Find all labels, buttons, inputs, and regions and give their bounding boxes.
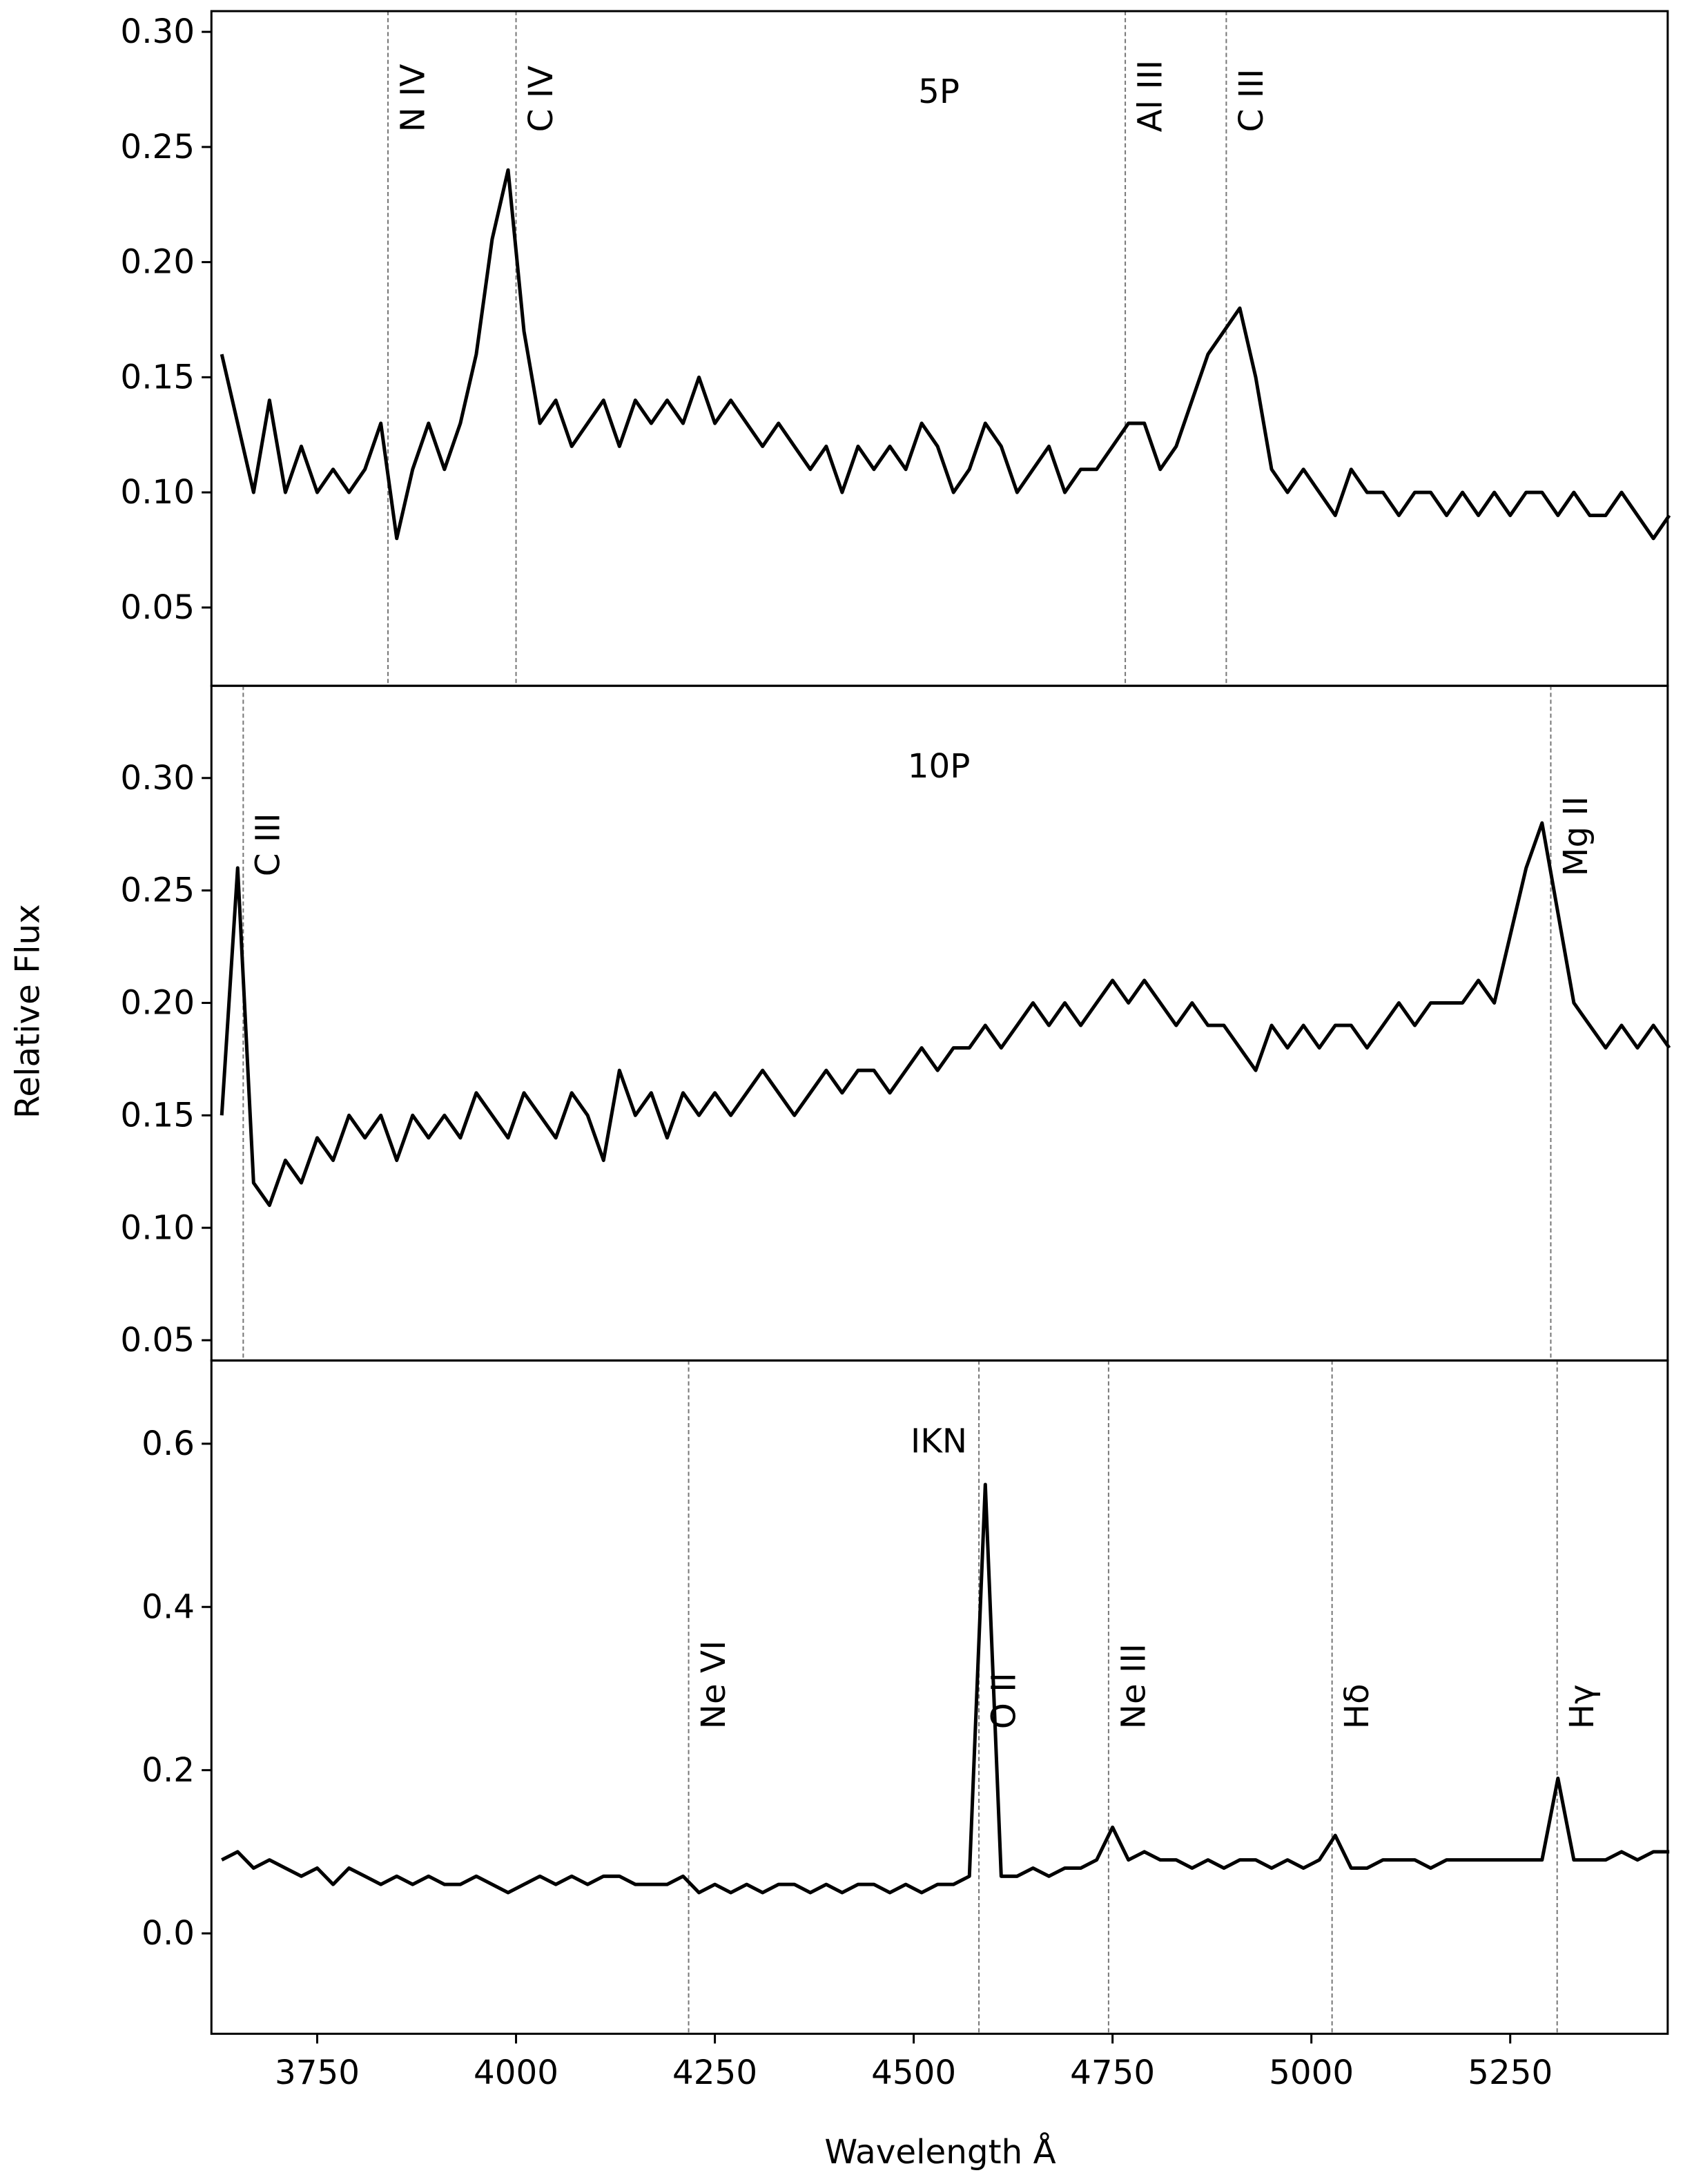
y-tick-label: 0.25 <box>120 871 195 910</box>
line-label: Mg II <box>1557 796 1595 876</box>
x-tick-label: 5000 <box>1269 2053 1354 2092</box>
y-tick-label: 0.20 <box>120 243 195 282</box>
line-label: Ne III <box>1114 1643 1153 1729</box>
panel-label: 10P <box>908 747 971 786</box>
x-tick-label: 4250 <box>672 2053 757 2092</box>
y-tick-label: 0.05 <box>120 588 195 627</box>
y-tick-label: 0.20 <box>120 984 195 1023</box>
line-label: Hγ <box>1563 1684 1602 1729</box>
panel-label: IKN <box>911 1422 967 1460</box>
line-label: C III <box>1232 68 1271 132</box>
y-tick-label: 0.30 <box>120 12 195 51</box>
y-tick-label: 0.15 <box>120 358 195 396</box>
y-tick-label: 0.25 <box>120 128 195 166</box>
panel-frame <box>210 1359 1669 2035</box>
y-axis-label: Relative Flux <box>8 904 47 1119</box>
x-tick-label: 5250 <box>1468 2053 1553 2092</box>
y-tick-label: 0.0 <box>142 1914 195 1953</box>
x-tick-label: 4500 <box>871 2053 956 2092</box>
spectrum-line <box>220 168 1671 541</box>
line-label: Ne VI <box>694 1641 733 1730</box>
x-tick-label: 4750 <box>1070 2053 1155 2092</box>
y-tick-label: 0.10 <box>120 1208 195 1247</box>
y-tick-label: 0.10 <box>120 473 195 512</box>
x-axis-label: Wavelength Å <box>824 2132 1055 2172</box>
spectrum-line <box>220 821 1671 1208</box>
spectrum-line <box>221 1482 1670 1895</box>
line-label: Al III <box>1131 60 1169 133</box>
x-tick-label: 3750 <box>275 2053 360 2092</box>
line-label: Hδ <box>1338 1683 1376 1729</box>
y-tick-label: 0.4 <box>142 1587 195 1626</box>
line-label: C III <box>249 813 288 876</box>
line-label: C IV <box>522 66 561 132</box>
y-tick-label: 0.15 <box>120 1096 195 1134</box>
y-tick-label: 0.6 <box>142 1424 195 1463</box>
panel-label: 5P <box>918 73 960 111</box>
line-label: N IV <box>393 64 432 133</box>
y-tick-label: 0.2 <box>142 1751 195 1790</box>
line-label: O II <box>984 1672 1023 1729</box>
y-tick-label: 0.05 <box>120 1321 195 1360</box>
panel-frame <box>210 684 1669 1362</box>
y-tick-label: 0.30 <box>120 759 195 798</box>
x-tick-label: 4000 <box>474 2053 558 2092</box>
